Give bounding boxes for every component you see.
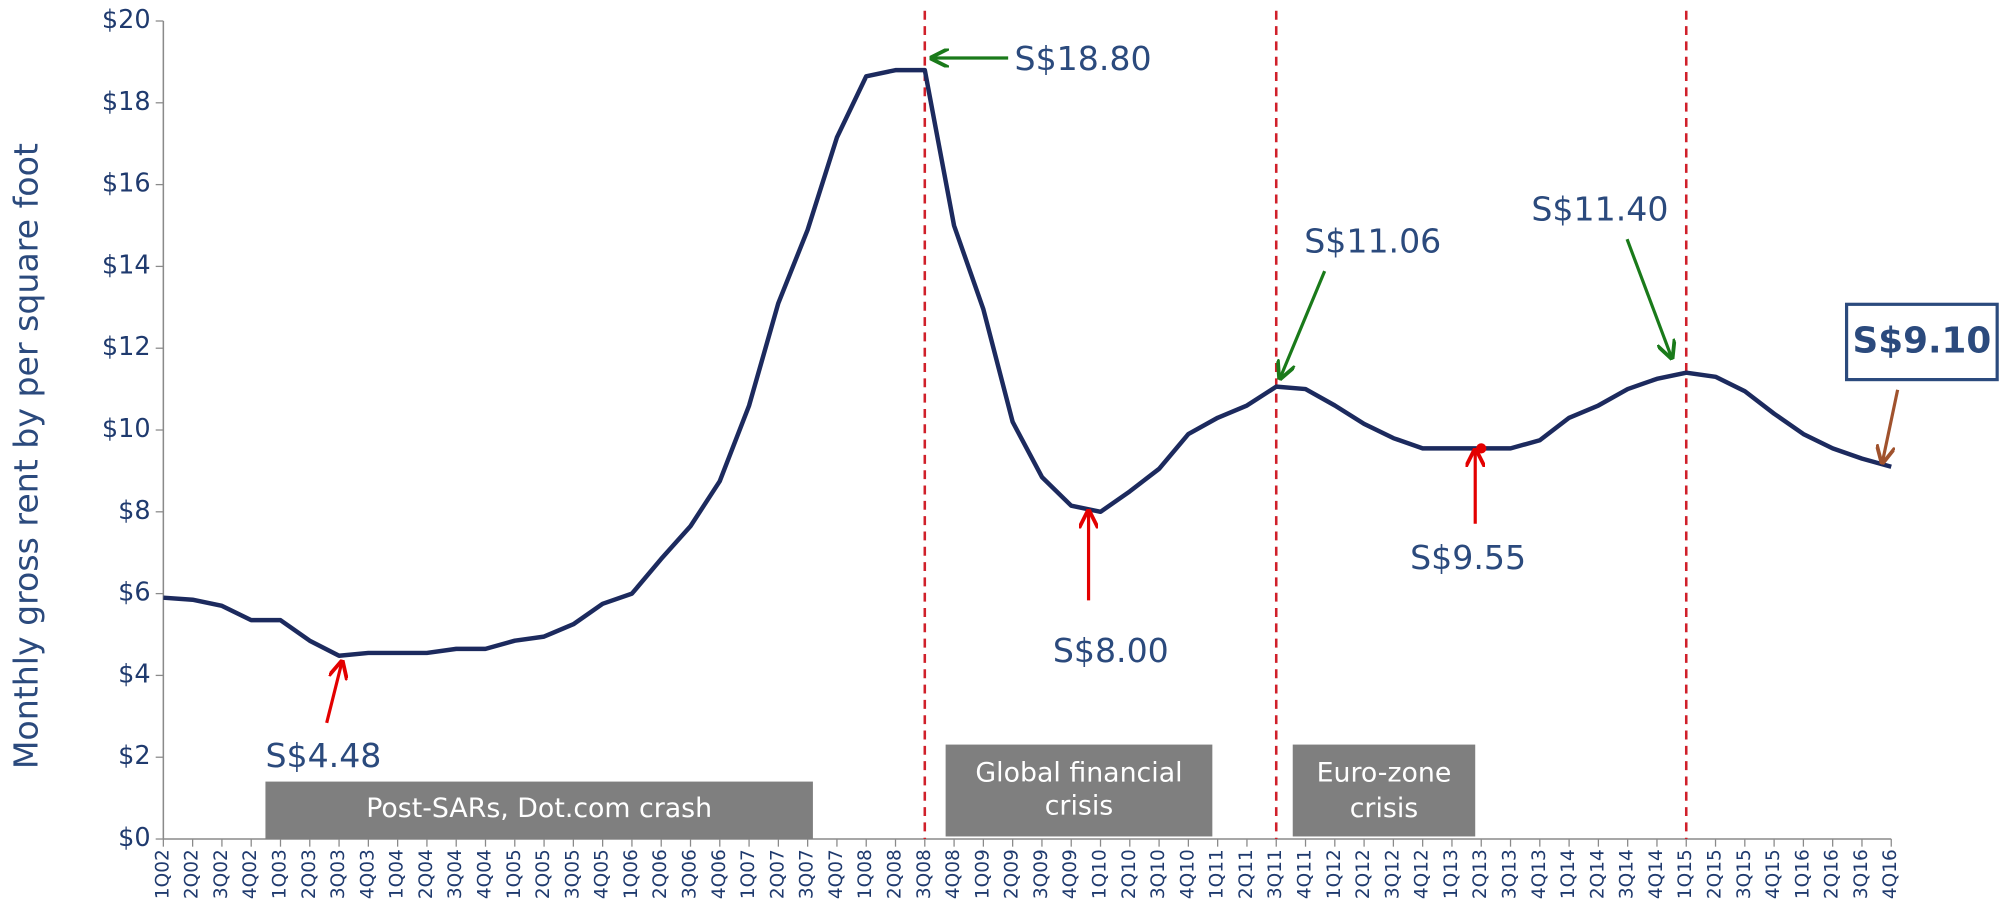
annotation-box bbox=[1844, 302, 1999, 382]
x-tick-label: 4Q02 bbox=[240, 849, 261, 899]
x-tick-label: 2Q12 bbox=[1353, 849, 1374, 899]
x-tick-label: 2Q03 bbox=[299, 849, 320, 899]
y-tick-label: $6 bbox=[118, 578, 150, 608]
x-tick-label: 3Q13 bbox=[1500, 849, 1521, 899]
annotation: S$11.40 bbox=[1531, 190, 1668, 229]
x-tick-label: 1Q09 bbox=[972, 849, 993, 899]
x-tick-label: 2Q02 bbox=[182, 849, 203, 899]
x-tick-label: 4Q09 bbox=[1060, 849, 1081, 899]
x-tick-label: 4Q10 bbox=[1177, 849, 1198, 899]
x-tick-label: 1Q08 bbox=[855, 849, 876, 899]
x-tick-label: 3Q05 bbox=[562, 849, 583, 899]
x-tick-label: 1Q14 bbox=[1558, 849, 1579, 899]
x-tick-label: 2Q05 bbox=[533, 849, 554, 899]
x-tick-label: 4Q07 bbox=[826, 849, 847, 899]
annotation-arrow bbox=[1882, 389, 1900, 463]
y-tick-label: $10 bbox=[102, 414, 151, 444]
x-tick-label: 4Q15 bbox=[1763, 849, 1784, 899]
x-tick-label: 1Q10 bbox=[1090, 849, 1111, 899]
y-axis-label: Monthly gross rent by per square foot bbox=[7, 143, 46, 769]
x-tick-label: 4Q03 bbox=[357, 849, 378, 899]
annotation: S$9.10 bbox=[1853, 321, 1992, 362]
x-tick-label: 3Q09 bbox=[1031, 849, 1052, 899]
y-tick-label: $12 bbox=[102, 332, 151, 362]
x-tick-label: 1Q06 bbox=[621, 849, 642, 899]
annotation: S$8.00 bbox=[1053, 631, 1169, 670]
line-series bbox=[163, 67, 1892, 658]
period-label: Global financial bbox=[975, 757, 1182, 788]
period-label: crisis bbox=[1350, 793, 1419, 824]
x-tick-label: 1Q13 bbox=[1441, 849, 1462, 899]
y-tick-label: $4 bbox=[118, 659, 150, 689]
x-tick-label: 2Q11 bbox=[1236, 849, 1257, 899]
x-tick-label: 2Q15 bbox=[1705, 849, 1726, 899]
period-label: Euro-zone bbox=[1317, 757, 1452, 788]
x-tick-label: 1Q07 bbox=[738, 849, 759, 899]
x-tick-label: 3Q02 bbox=[211, 849, 232, 899]
x-tick-label: 4Q11 bbox=[1295, 849, 1316, 899]
x-tick-label: 1Q03 bbox=[269, 849, 290, 899]
annotation: S$9.55 bbox=[1410, 538, 1526, 577]
x-tick-label: 1Q11 bbox=[1207, 849, 1228, 899]
period-box bbox=[945, 744, 1213, 837]
x-tick-label: 4Q05 bbox=[592, 849, 613, 899]
x-tick-label: 2Q13 bbox=[1470, 849, 1491, 899]
x-tick-label: 4Q13 bbox=[1529, 849, 1550, 899]
x-tick-label: 3Q08 bbox=[914, 849, 935, 899]
x-tick-label: 3Q04 bbox=[445, 849, 466, 899]
x-tick-label: 3Q15 bbox=[1734, 849, 1755, 899]
y-tick-label: $14 bbox=[102, 250, 151, 280]
x-tick-label: 4Q08 bbox=[943, 849, 964, 899]
x-tick-label: 4Q12 bbox=[1412, 849, 1433, 899]
x-tick-label: 1Q15 bbox=[1675, 849, 1696, 899]
x-tick-label: 2Q09 bbox=[1002, 849, 1023, 899]
annotation-arrow bbox=[1625, 238, 1672, 358]
x-tick-label: 1Q12 bbox=[1324, 849, 1345, 899]
annotation-arrow bbox=[325, 662, 342, 724]
annotation: S$18.80 bbox=[1015, 39, 1152, 78]
x-tick-label: 2Q14 bbox=[1587, 849, 1608, 899]
x-tick-label: 3Q12 bbox=[1382, 849, 1403, 899]
y-tick-label: $0 bbox=[118, 823, 150, 853]
period-label: Post-SARs, Dot.com crash bbox=[366, 793, 712, 824]
x-tick-label: 1Q05 bbox=[504, 849, 525, 899]
x-tick-label: 2Q04 bbox=[416, 849, 437, 899]
y-tick-label: $8 bbox=[118, 496, 150, 526]
annotation-arrow bbox=[1280, 270, 1327, 378]
y-tick-label: $16 bbox=[102, 169, 151, 199]
highlight-dot bbox=[1476, 443, 1487, 454]
x-tick-label: 4Q06 bbox=[709, 849, 730, 899]
annotation: S$11.06 bbox=[1304, 222, 1441, 261]
x-tick-label: 2Q16 bbox=[1822, 849, 1843, 899]
x-tick-label: 3Q11 bbox=[1265, 849, 1286, 899]
x-tick-label: 2Q07 bbox=[767, 849, 788, 899]
x-tick-label: 4Q14 bbox=[1646, 849, 1667, 899]
x-tick-label: 3Q14 bbox=[1617, 849, 1638, 899]
y-tick-label: $2 bbox=[118, 741, 150, 771]
x-tick-label: 3Q06 bbox=[680, 849, 701, 899]
y-tick-label: $18 bbox=[102, 87, 151, 117]
x-tick-label: 1Q02 bbox=[152, 849, 173, 899]
x-tick-label: 3Q16 bbox=[1851, 849, 1872, 899]
x-tick-label: 3Q10 bbox=[1148, 849, 1169, 899]
y-tick-label: $20 bbox=[102, 5, 151, 35]
x-tick-label: 4Q04 bbox=[474, 849, 495, 899]
x-tick-label: 2Q10 bbox=[1119, 849, 1140, 899]
x-tick-label: 4Q16 bbox=[1880, 849, 1901, 899]
x-tick-label: 3Q03 bbox=[328, 849, 349, 899]
x-tick-label: 2Q08 bbox=[885, 849, 906, 899]
x-tick-label: 1Q16 bbox=[1792, 849, 1813, 899]
annotation: S$4.48 bbox=[265, 736, 381, 775]
x-tick-label: 2Q06 bbox=[650, 849, 671, 899]
period-box bbox=[1292, 744, 1476, 837]
x-tick-label: 1Q04 bbox=[387, 849, 408, 899]
x-tick-label: 3Q07 bbox=[797, 849, 818, 899]
period-label: crisis bbox=[1045, 791, 1114, 822]
period-box bbox=[265, 781, 813, 840]
